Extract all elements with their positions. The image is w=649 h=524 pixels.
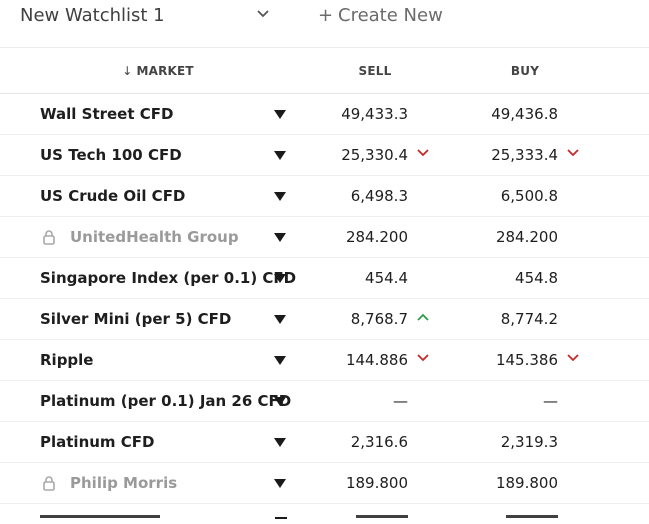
partial-row-expand-fragment <box>275 517 287 519</box>
market-name[interactable]: Silver Mini (per 5) CFD <box>40 310 232 328</box>
sell-price[interactable]: 8,768.7 <box>350 310 408 328</box>
sell-price[interactable]: 25,330.4 <box>341 146 408 164</box>
price-down-icon <box>417 149 429 157</box>
expand-triangle-icon[interactable] <box>274 192 286 201</box>
partial-row-sell-fragment <box>356 515 408 518</box>
market-row[interactable]: Ripple 144.886 145.386 <box>0 340 649 381</box>
market-row[interactable]: Wall Street CFD 49,433.3 49,436.8 <box>0 94 649 135</box>
market-name[interactable]: US Tech 100 CFD <box>40 146 182 164</box>
buy-column-header[interactable]: BUY <box>510 64 540 78</box>
expand-triangle-icon[interactable] <box>274 397 286 406</box>
sell-price[interactable]: 49,433.3 <box>341 105 408 123</box>
sell-price[interactable]: 284.200 <box>345 228 408 246</box>
watchlist-selector[interactable]: New Watchlist 1 <box>20 3 275 29</box>
buy-price[interactable]: 8,774.2 <box>500 310 558 328</box>
market-name[interactable]: Wall Street CFD <box>40 105 174 123</box>
expand-triangle-icon[interactable] <box>274 151 286 160</box>
watchlist-toolbar: New Watchlist 1 + Create New <box>0 0 649 48</box>
market-header-label: MARKET <box>136 64 194 78</box>
price-down-icon <box>567 149 579 157</box>
market-row[interactable]: Singapore Index (per 0.1) CFD 454.4 454.8 <box>0 258 649 299</box>
buy-price[interactable]: 25,333.4 <box>491 146 558 164</box>
chevron-down-icon[interactable] <box>256 9 270 19</box>
plus-icon: + <box>318 5 334 26</box>
buy-price[interactable]: 6,500.8 <box>500 187 558 205</box>
sell-column-header[interactable]: SELL <box>358 64 392 78</box>
sort-down-arrow-icon: ↓ <box>122 64 133 78</box>
market-name[interactable]: US Crude Oil CFD <box>40 187 186 205</box>
partial-row-name-fragment <box>40 515 160 518</box>
table-header: ↓ MARKET SELL BUY <box>0 48 649 94</box>
partial-row-buy-fragment <box>506 515 558 518</box>
market-name[interactable]: Ripple <box>40 351 94 369</box>
sell-price[interactable]: 6,498.3 <box>350 187 408 205</box>
expand-triangle-icon[interactable] <box>274 315 286 324</box>
price-up-icon <box>417 313 429 321</box>
market-list: Wall Street CFD 49,433.3 49,436.8 US Tech 1… <box>0 94 649 504</box>
sell-price[interactable]: 189.800 <box>345 474 408 492</box>
market-name[interactable]: Platinum CFD <box>40 433 155 451</box>
market-name[interactable]: Singapore Index (per 0.1) CFD <box>40 269 297 287</box>
market-row[interactable]: Platinum CFD 2,316.6 2,319.3 <box>0 422 649 463</box>
expand-triangle-icon[interactable] <box>274 110 286 119</box>
create-new-button[interactable]: + Create New <box>318 5 443 29</box>
market-row[interactable]: Philip Morris 189.800 189.800 <box>0 463 649 504</box>
buy-price[interactable]: 2,319.3 <box>500 433 558 451</box>
market-row[interactable]: US Crude Oil CFD 6,498.3 6,500.8 <box>0 176 649 217</box>
sell-price[interactable]: 2,316.6 <box>350 433 408 451</box>
market-name[interactable]: UnitedHealth Group <box>70 228 239 246</box>
expand-triangle-icon[interactable] <box>274 438 286 447</box>
buy-price[interactable]: 49,436.8 <box>491 105 558 123</box>
market-row[interactable]: Platinum (per 0.1) Jan 26 CFD — — <box>0 381 649 422</box>
buy-price[interactable]: — <box>543 392 558 410</box>
partial-row-clip <box>0 505 649 524</box>
expand-triangle-icon[interactable] <box>274 479 286 488</box>
expand-triangle-icon[interactable] <box>274 274 286 283</box>
expand-triangle-icon[interactable] <box>274 233 286 242</box>
create-new-label: Create New <box>338 5 443 26</box>
market-name[interactable]: Platinum (per 0.1) Jan 26 CFD <box>40 392 292 410</box>
sell-price[interactable]: 144.886 <box>345 351 408 369</box>
sell-price[interactable]: — <box>393 392 408 410</box>
buy-price[interactable]: 284.200 <box>495 228 558 246</box>
expand-triangle-icon[interactable] <box>274 356 286 365</box>
price-down-icon <box>417 354 429 362</box>
market-row[interactable]: Silver Mini (per 5) CFD 8,768.7 8,774.2 <box>0 299 649 340</box>
market-name[interactable]: Philip Morris <box>70 474 178 492</box>
price-down-icon <box>567 354 579 362</box>
market-column-header[interactable]: ↓ MARKET <box>118 64 198 78</box>
lock-icon <box>43 476 55 491</box>
buy-price[interactable]: 145.386 <box>495 351 558 369</box>
buy-price[interactable]: 454.8 <box>515 269 558 287</box>
market-row[interactable]: US Tech 100 CFD 25,330.4 25,333.4 <box>0 135 649 176</box>
buy-price[interactable]: 189.800 <box>495 474 558 492</box>
watchlist-name: New Watchlist 1 <box>20 5 165 26</box>
lock-icon <box>43 230 55 245</box>
sell-price[interactable]: 454.4 <box>365 269 408 287</box>
market-row[interactable]: UnitedHealth Group 284.200 284.200 <box>0 217 649 258</box>
